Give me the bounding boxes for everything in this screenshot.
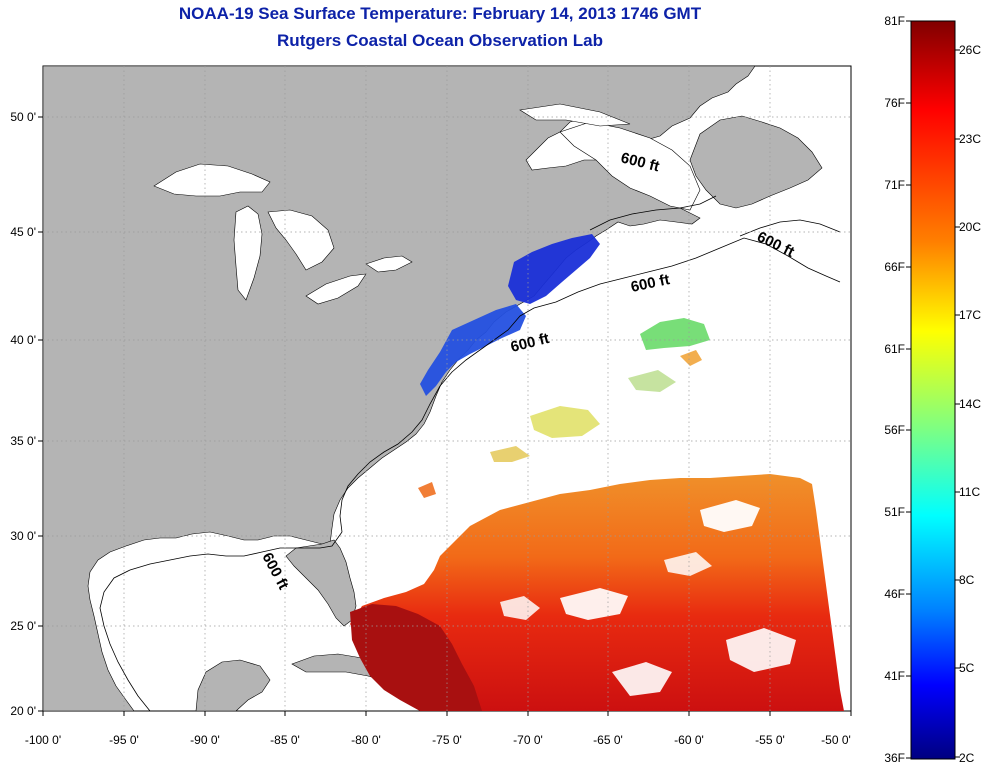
x-tick-label: -100 0' <box>25 733 61 747</box>
x-tick-label: -70 0' <box>513 733 543 747</box>
x-tick-label: -95 0' <box>109 733 139 747</box>
lake-huron <box>267 209 335 271</box>
cloud-gap-1 <box>700 500 760 532</box>
colorbar-label-c: 8C <box>959 573 975 587</box>
colorbar-label-c: 17C <box>959 308 981 322</box>
y-tick-label: 50 0' <box>10 110 36 124</box>
colorbar-ticks <box>906 20 960 759</box>
gulf-st-lawrence <box>559 121 701 211</box>
lake-erie <box>305 273 367 305</box>
land-florida <box>285 539 357 627</box>
colorbar-label-c: 23C <box>959 132 981 146</box>
lake-michigan <box>233 205 263 301</box>
sst-patch-yellow-2 <box>490 446 530 462</box>
sst-data <box>350 234 844 711</box>
sst-cold-gulf-of-maine <box>508 234 600 304</box>
cloud-gap-5 <box>500 596 540 620</box>
colorbar-label-c: 11C <box>959 485 980 499</box>
cloud-gap-4 <box>612 662 672 696</box>
colorbar-label-f: 51F <box>884 505 905 519</box>
sst-patch-green <box>640 318 710 350</box>
colorbar-label-c: 26C <box>959 43 981 57</box>
y-tick-label: 45 0' <box>10 225 36 239</box>
axis-ticks <box>38 116 852 716</box>
lake-superior <box>153 163 271 197</box>
x-tick-label: -50 0' <box>821 733 851 747</box>
land-yucatan <box>195 659 271 711</box>
colorbar-label-c: 2C <box>959 751 975 765</box>
x-tick-label: -55 0' <box>755 733 785 747</box>
x-tick-label: -90 0' <box>190 733 220 747</box>
sst-cold-mid-atlantic <box>420 304 526 396</box>
colorbar-label-f: 81F <box>884 14 905 28</box>
x-tick-label: -60 0' <box>674 733 704 747</box>
x-tick-label: -65 0' <box>593 733 623 747</box>
y-tick-label: 30 0' <box>10 529 36 543</box>
colorbar-label-c: 5C <box>959 661 975 675</box>
sst-patch-orange-small <box>680 350 702 366</box>
x-tick-label: -80 0' <box>351 733 381 747</box>
land-newfoundland <box>689 115 823 209</box>
colorbar-label-f: 61F <box>884 342 905 356</box>
hudson-strait-water <box>519 103 631 127</box>
y-tick-label: 35 0' <box>10 434 36 448</box>
x-tick-label: -85 0' <box>270 733 300 747</box>
cloud-gap-2 <box>560 588 628 620</box>
colorbar-label-f: 76F <box>884 96 905 110</box>
colorbar-label-f: 66F <box>884 260 905 274</box>
y-tick-label: 25 0' <box>10 619 36 633</box>
sst-patch-orange-3 <box>418 482 436 498</box>
colorbar-label-f: 71F <box>884 178 905 192</box>
sst-patch-green-2 <box>628 370 676 392</box>
bathymetry-contour <box>99 195 841 711</box>
colorbar-label-f: 46F <box>884 587 905 601</box>
x-tick-label: -75 0' <box>432 733 462 747</box>
sst-patch-yellow <box>530 406 600 438</box>
colorbar-label-f: 36F <box>884 751 905 765</box>
colorbar-label-c: 14C <box>959 397 981 411</box>
sst-hot-bahamas <box>350 604 482 711</box>
y-tick-label: 40 0' <box>10 333 36 347</box>
lake-ontario <box>365 255 413 273</box>
colorbar <box>910 20 956 760</box>
colorbar-label-f: 56F <box>884 423 905 437</box>
cloud-gap-6 <box>664 552 712 576</box>
map-title: NOAA-19 Sea Surface Temperature: Februar… <box>178 4 702 23</box>
map-subtitle: Rutgers Coastal Ocean Observation Lab <box>277 31 603 50</box>
colorbar-label-c: 20C <box>959 220 981 234</box>
cloud-gap-3 <box>726 628 796 672</box>
y-tick-label: 20 0' <box>10 704 36 718</box>
colorbar-label-f: 41F <box>884 669 905 683</box>
